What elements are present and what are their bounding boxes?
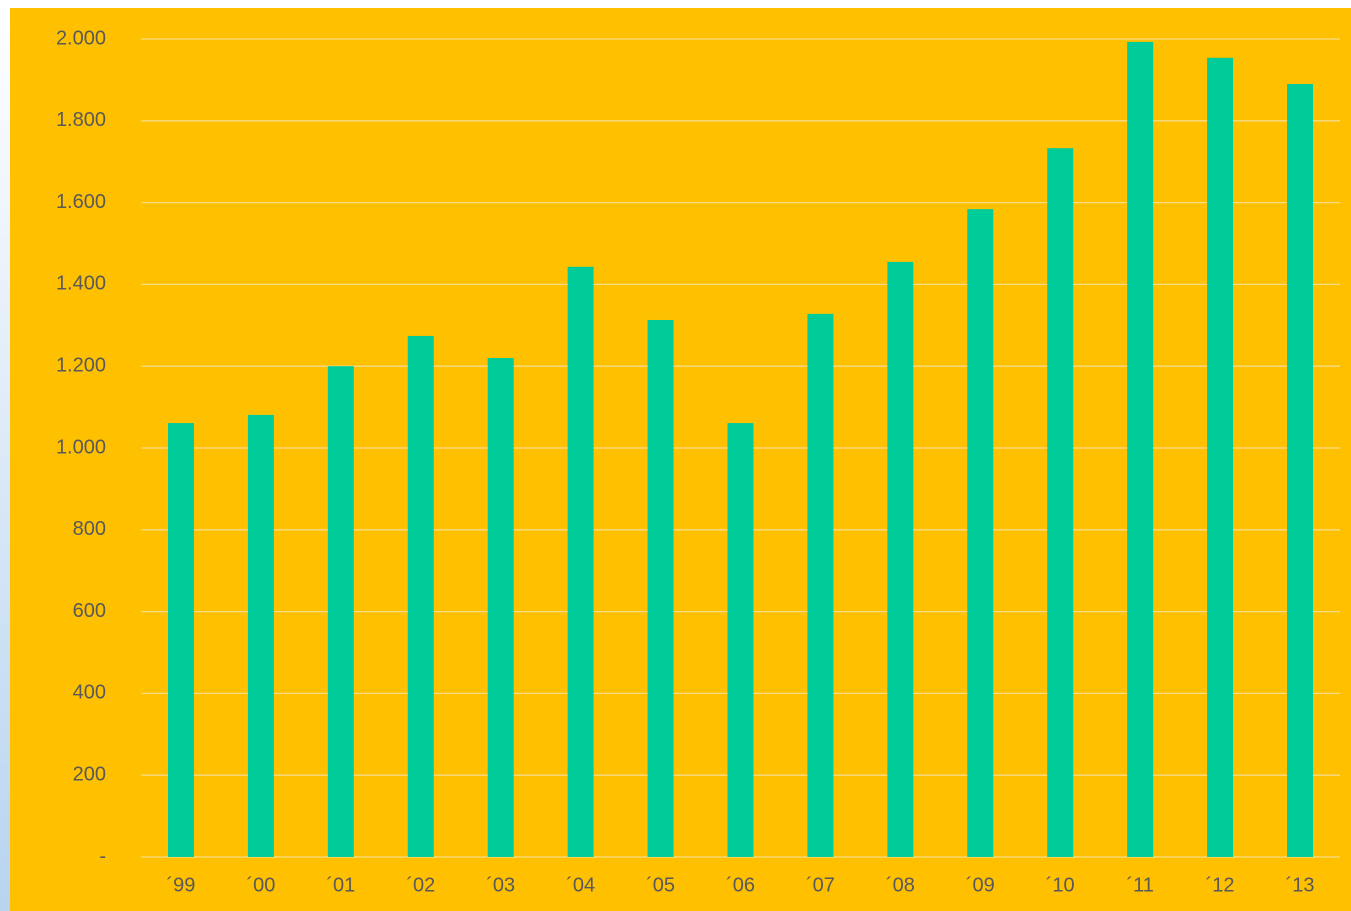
bar <box>327 366 354 857</box>
bar <box>487 358 514 857</box>
bar <box>647 319 674 857</box>
y-tick-label: 1.600 <box>56 191 106 213</box>
x-tick-label: ´02 <box>406 874 435 896</box>
bar <box>247 414 274 857</box>
bar <box>967 209 994 858</box>
y-tick-label: 800 <box>73 518 106 540</box>
x-tick-label: ´05 <box>646 874 675 896</box>
x-tick-label: ´13 <box>1286 874 1315 896</box>
x-tick-label: ´06 <box>726 874 755 896</box>
x-tick-label: ´99 <box>167 874 196 896</box>
x-tick-label: ´01 <box>326 874 355 896</box>
y-tick-label: 2.000 <box>56 27 106 49</box>
bar <box>1207 57 1234 857</box>
y-tick-label: 600 <box>73 600 106 622</box>
x-tick-label: ´10 <box>1046 874 1075 896</box>
x-tick-label: ´12 <box>1206 874 1235 896</box>
bar <box>407 335 434 858</box>
bar <box>727 423 754 857</box>
bar <box>1047 148 1074 857</box>
x-tick-label: ´08 <box>886 874 915 896</box>
bar <box>1287 83 1314 858</box>
x-tick-label: ´03 <box>486 874 515 896</box>
y-tick-label: 200 <box>73 763 106 785</box>
y-tick-label: 1.800 <box>56 109 106 131</box>
y-tick-label: 1.000 <box>56 436 106 458</box>
y-tick-label: 1.200 <box>56 354 106 376</box>
bar <box>1127 41 1154 858</box>
bar <box>807 313 834 857</box>
bar <box>567 266 594 857</box>
x-tick-label: ´00 <box>246 874 275 896</box>
x-tick-label: ´11 <box>1126 874 1153 896</box>
x-tick-label: ´07 <box>806 874 835 896</box>
bar <box>887 261 914 857</box>
y-tick-label: 400 <box>73 682 106 704</box>
y-tick-label: 1.400 <box>56 273 106 295</box>
x-tick-label: ´09 <box>966 874 995 896</box>
y-tick-label: - <box>99 845 106 867</box>
bar <box>167 423 194 857</box>
x-tick-label: ´04 <box>566 874 595 896</box>
